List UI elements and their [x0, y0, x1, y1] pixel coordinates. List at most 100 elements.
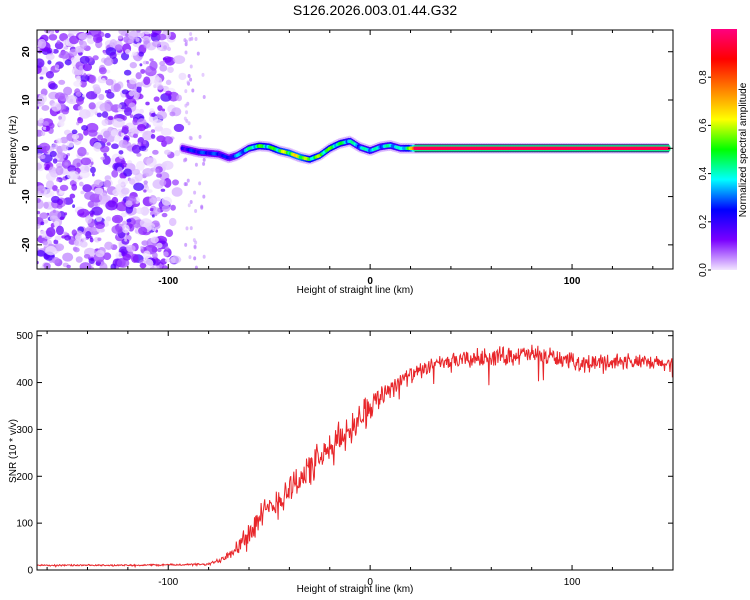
heatmap-cell: [39, 212, 49, 219]
figure-title: S126.2026.003.01.44.G32: [293, 2, 457, 18]
heatmap-cell: [93, 141, 102, 152]
y-tick-label: 20: [21, 46, 32, 58]
heatmap-cell: [37, 198, 41, 203]
heatmap-cell: [109, 51, 117, 59]
heatmap-cell: [62, 252, 74, 262]
heatmap-cell: [59, 216, 65, 221]
heatmap-cell: [110, 263, 117, 269]
heatmap-cell: [126, 163, 135, 169]
heatmap-cell: [93, 202, 99, 207]
heatmap-cell: [167, 66, 174, 73]
heatmap-cell: [149, 207, 154, 212]
snr-ticks: -100 0 100 0 100 200 300 400 500: [16, 331, 673, 588]
heatmap-cell: [202, 161, 206, 166]
heatmap-cell: [122, 125, 129, 131]
heatmap-cell: [191, 88, 195, 93]
heatmap-cell: [71, 133, 80, 140]
heatmap-cell: [77, 208, 90, 218]
heatmap-cell: [201, 72, 205, 77]
snr-ylabel: SNR (10 * v/v): [8, 419, 19, 483]
heatmap-cell: [97, 134, 104, 141]
heatmap-cell: [45, 126, 51, 132]
heatmap-cell: [54, 92, 66, 100]
heatmap-cell: [63, 46, 69, 50]
heatmap-cell: [98, 192, 109, 203]
heatmap-cell: [100, 156, 106, 161]
heatmap-cell: [59, 32, 69, 42]
heatmap-cell: [156, 110, 168, 120]
heatmap-cell: [100, 145, 110, 153]
heatmap-cell: [109, 38, 118, 49]
snr-plot-area: [37, 331, 673, 570]
heatmap-cell: [80, 190, 85, 195]
heatmap-cell: [202, 194, 206, 199]
heatmap-cell: [163, 251, 169, 257]
heatmap-cell: [161, 108, 166, 112]
heatmap-cell: [85, 152, 89, 156]
snr-xlabel: Height of straight line (km): [297, 584, 414, 595]
heatmap-cell: [173, 55, 186, 64]
heatmap-cell: [38, 235, 42, 239]
heatmap-cell: [66, 140, 74, 148]
heatmap-cell: [67, 170, 80, 181]
heatmap-cell: [83, 72, 87, 77]
heatmap-cell: [48, 33, 58, 41]
heatmap-cell: [54, 30, 60, 34]
x-tick-label: 100: [564, 276, 581, 287]
heatmap-cell: [193, 190, 197, 195]
heatmap-cell: [59, 50, 70, 59]
heatmap-cell: [71, 229, 78, 236]
heatmap-cell: [112, 118, 125, 128]
heatmap-cell: [78, 32, 88, 40]
heatmap-cell: [193, 256, 197, 261]
heatmap-cell: [37, 249, 46, 257]
y-tick-label: 200: [16, 472, 33, 483]
heatmap-cell: [187, 74, 191, 79]
heatmap-cell: [99, 201, 104, 205]
heatmap-cell: [111, 214, 124, 224]
heatmap-cell: [189, 32, 193, 37]
heatmap-cell: [79, 170, 90, 179]
heatmap-cell: [97, 237, 102, 242]
heatmap-cell: [54, 235, 62, 241]
heatmap-cell: [67, 165, 77, 173]
heatmap-cell: [41, 105, 50, 111]
heatmap-cell: [140, 245, 144, 250]
heatmap-cell: [137, 123, 146, 132]
heatmap-cell: [43, 201, 49, 209]
heatmap-cell: [47, 60, 52, 65]
heatmap-cell: [75, 230, 83, 236]
heatmap-cell: [73, 80, 82, 87]
heatmap-cell: [128, 178, 136, 185]
heatmap-cell: [54, 41, 64, 50]
heatmap-cell: [53, 243, 65, 252]
heatmap-cell: [117, 104, 122, 109]
heatmap-cell: [186, 80, 190, 85]
heatmap-cell: [145, 101, 150, 106]
heatmap-cell: [188, 255, 192, 260]
heatmap-cell: [132, 91, 140, 99]
heatmap-cell: [138, 51, 145, 57]
heatmap-cell: [72, 204, 76, 209]
colorbar-tick-label: 0.2: [698, 214, 709, 228]
x-tick-label: 0: [367, 577, 373, 588]
heatmap-cell: [136, 152, 142, 157]
heatmap-cell: [49, 190, 55, 197]
heatmap-cell: [37, 161, 45, 172]
heatmap-cell: [136, 160, 145, 171]
heatmap-cell: [184, 242, 188, 247]
heatmap-cell: [51, 143, 59, 150]
heatmap-cell: [101, 119, 109, 126]
y-tick-label: -20: [21, 237, 32, 252]
heatmap-cell: [140, 206, 150, 216]
heatmap-cell: [163, 45, 167, 50]
heatmap-cell: [103, 180, 112, 188]
heatmap-cell: [88, 74, 97, 84]
heatmap-cell: [100, 138, 108, 144]
heatmap-cell: [58, 116, 63, 120]
heatmap-cell: [152, 207, 161, 215]
heatmap-cell: [111, 143, 119, 150]
heatmap-cell: [194, 36, 198, 41]
heatmap-cell: [56, 40, 61, 44]
